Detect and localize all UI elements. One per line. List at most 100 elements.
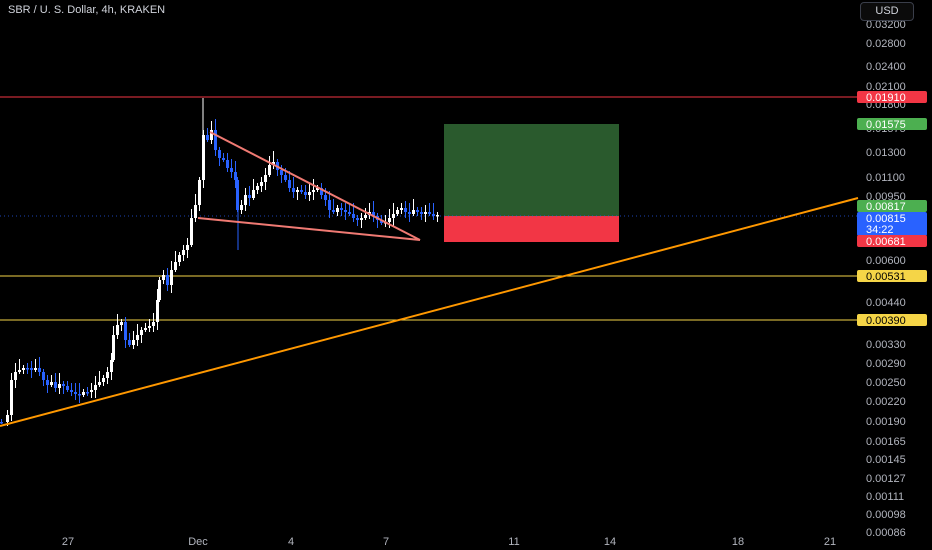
trend-line[interactable]: [0, 197, 859, 427]
candle-body: [236, 180, 239, 210]
candle-body: [148, 326, 151, 328]
profit-zone[interactable]: [444, 124, 619, 216]
candle-body: [132, 340, 135, 345]
time-tick-label: 11: [508, 536, 519, 548]
wedge-upper-line[interactable]: [209, 131, 421, 241]
candle-body: [42, 372, 45, 380]
candle-body: [320, 188, 323, 195]
candle-body: [256, 186, 259, 190]
candle-body: [408, 212, 411, 214]
price-label-text: 0.01910: [866, 92, 906, 104]
candle-body: [198, 180, 201, 205]
candle-body: [248, 195, 251, 198]
candle-body: [144, 328, 147, 330]
candle-body: [308, 192, 311, 195]
candle-body: [194, 205, 197, 218]
price-tick-label: 0.00220: [866, 396, 906, 408]
candle-body: [244, 195, 247, 205]
price-tick-label: 0.01300: [866, 147, 906, 159]
price-tick-label: 0.02100: [866, 81, 906, 93]
time-tick-label: 7: [383, 536, 389, 548]
candle-body: [316, 188, 319, 190]
falling-wedge[interactable]: [197, 131, 421, 241]
candle-body: [46, 380, 49, 385]
candle-body: [66, 386, 69, 390]
price-axis[interactable]: 0.032000.028000.024000.021000.018000.015…: [866, 19, 906, 539]
candle-body: [280, 170, 283, 175]
loss-zone[interactable]: [444, 216, 619, 242]
price-label-box: [857, 200, 927, 212]
candlestick-series: [0, 98, 439, 426]
candle-body: [312, 190, 315, 192]
price-tick-label: 0.00330: [866, 339, 906, 351]
horizontal-levels[interactable]: [0, 96, 858, 321]
time-tick-label: 18: [732, 536, 744, 548]
price-label-box: [857, 91, 927, 103]
candle-body: [178, 255, 181, 262]
price-labels: 0.01910 0.01575 0.008170.0081534:220.00681…: [857, 91, 927, 327]
price-tick-label: 0.00111: [866, 491, 904, 503]
candle-body: [380, 220, 383, 223]
time-axis[interactable]: 27 Dec 4 7 11 14 18 21: [62, 536, 836, 548]
currency-button[interactable]: USD: [860, 2, 914, 21]
candle-body: [98, 382, 101, 385]
price-tick-label: 0.00250: [866, 377, 906, 389]
candle-body: [348, 212, 351, 214]
price-label-box: [857, 270, 927, 282]
candle-body: [54, 382, 57, 388]
candle-body: [372, 212, 375, 216]
candle-body: [170, 270, 173, 285]
candle-body: [272, 162, 275, 165]
candle-body: [78, 394, 81, 396]
candle-body: [400, 208, 403, 210]
candle-body: [128, 340, 131, 345]
candle-body: [136, 335, 139, 340]
price-tick-label: 0.00440: [866, 297, 906, 309]
candle-body: [202, 135, 205, 180]
candle-body: [218, 150, 221, 158]
candle-body: [22, 368, 25, 370]
candle-body: [332, 210, 335, 212]
price-tick-label: 0.00190: [866, 416, 906, 428]
price-tick-label: 0.02800: [866, 38, 906, 50]
candle-body: [152, 322, 155, 326]
candle-body: [124, 322, 127, 340]
candle-body: [352, 214, 355, 218]
time-tick-label: 4: [288, 536, 294, 548]
price-label-text: 0.00817: [866, 201, 906, 213]
candle-body: [268, 165, 271, 175]
candle-body: [6, 415, 9, 422]
price-tick-label: 0.00290: [866, 358, 906, 370]
candle-body: [156, 300, 159, 322]
long-position-tool[interactable]: [444, 124, 619, 242]
price-label-box: [857, 314, 927, 326]
candle-body: [364, 215, 367, 218]
wedge-lower-line[interactable]: [197, 217, 421, 241]
candle-body: [26, 368, 29, 370]
price-label-text: 0.00681: [866, 236, 906, 248]
candle-body: [86, 392, 89, 394]
candle-body: [82, 392, 85, 395]
candle-body: [158, 280, 161, 300]
price-tick-label: 0.00165: [866, 436, 906, 448]
candle-body: [222, 158, 225, 160]
candle-body: [190, 218, 193, 245]
candle-body: [140, 330, 143, 335]
candle-body: [186, 245, 189, 250]
candle-body: [300, 190, 303, 192]
candle-body: [226, 160, 229, 168]
price-tick-label: 0.00086: [866, 527, 906, 539]
candle-body: [324, 195, 327, 200]
candle-body: [230, 168, 233, 172]
candle-body: [62, 384, 65, 386]
candle-body: [292, 188, 295, 192]
candle-body: [392, 214, 395, 218]
candle-body: [166, 275, 169, 285]
candle-body: [74, 392, 77, 394]
candle-body: [34, 368, 37, 370]
candle-body: [50, 382, 53, 385]
candle-body: [70, 390, 73, 392]
candle-body: [30, 368, 33, 370]
price-tick-label: 0.00600: [866, 255, 906, 267]
